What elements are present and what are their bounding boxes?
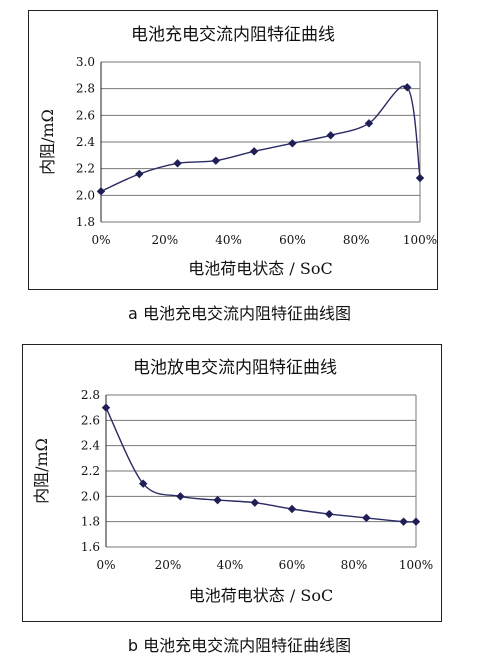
data-point-marker bbox=[399, 517, 408, 526]
x-tick-label: 80% bbox=[341, 558, 368, 572]
data-point-marker bbox=[101, 403, 111, 412]
x-tick-label: 60% bbox=[279, 558, 306, 572]
y-tick-label: 3.0 bbox=[76, 55, 95, 69]
y-tick-label: 2.0 bbox=[76, 188, 95, 202]
chart-panel-a: 电池充电交流内阻特征曲线 1.8 2.0 2.2 2.4 2.6 2.8 3.0 0% 20% 40… bbox=[28, 10, 438, 290]
data-point-marker bbox=[364, 119, 374, 128]
x-tick-label: 20% bbox=[155, 558, 182, 572]
y-tick-label: 2.4 bbox=[76, 135, 95, 149]
x-tick-label: 100% bbox=[403, 233, 437, 247]
y-tick-label: 2.2 bbox=[81, 464, 100, 478]
x-tick-label: 100% bbox=[399, 558, 433, 572]
data-point-marker bbox=[326, 131, 335, 140]
data-point-marker bbox=[287, 504, 297, 514]
y-tick-label: 1.6 bbox=[81, 540, 100, 554]
chart-title: 电池放电交流内阻特征曲线 bbox=[133, 358, 337, 378]
charge-resistance-chart: 电池充电交流内阻特征曲线 1.8 2.0 2.2 2.4 2.6 2.8 3.0 0% 20% 40… bbox=[38, 25, 437, 278]
data-point-marker bbox=[249, 147, 259, 156]
y-tick-label: 2.8 bbox=[81, 388, 100, 402]
data-point-marker bbox=[176, 492, 185, 501]
x-tick-label: 20% bbox=[151, 233, 178, 247]
y-tick-label: 1.8 bbox=[76, 215, 95, 229]
data-point-marker bbox=[325, 509, 334, 519]
x-tick-label: 0% bbox=[91, 233, 110, 247]
data-point-marker bbox=[403, 83, 412, 92]
y-tick-label: 2.8 bbox=[76, 82, 95, 96]
figure-caption-b: b 电池充电交流内阻特征曲线图 bbox=[127, 636, 352, 655]
series-line bbox=[105, 407, 417, 523]
data-point-marker bbox=[213, 495, 222, 505]
y-tick-label: 2.2 bbox=[76, 162, 95, 176]
data-point-marker bbox=[362, 513, 371, 523]
y-tick-label: 1.8 bbox=[81, 515, 100, 529]
data-point-marker bbox=[173, 159, 182, 168]
x-tick-label: 0% bbox=[96, 558, 115, 572]
y-tick-label: 2.6 bbox=[76, 108, 95, 122]
y-axis-label: 内阻/mΩ bbox=[38, 109, 57, 175]
x-tick-label: 60% bbox=[279, 233, 306, 247]
x-tick-label: 40% bbox=[217, 558, 244, 572]
figure-caption-a: a 电池充电交流内阻特征曲线图 bbox=[128, 304, 351, 323]
y-tick-label: 2.4 bbox=[81, 439, 100, 453]
series-line bbox=[100, 85, 421, 192]
chart-panel-b: 电池放电交流内阻特征曲线 1.6 1.8 2.0 2.2 2.4 2.6 2.8 0% 20% 40… bbox=[22, 344, 442, 622]
x-axis-label: 电池荷电状态 / SoC bbox=[188, 259, 332, 278]
data-point-marker bbox=[415, 173, 425, 183]
y-tick-label: 2.0 bbox=[81, 489, 100, 503]
x-tick-label: 80% bbox=[343, 233, 370, 247]
data-point-marker bbox=[250, 498, 259, 507]
data-point-marker bbox=[139, 479, 148, 488]
x-axis-label: 电池荷电状态 / SoC bbox=[189, 586, 333, 605]
data-point-marker bbox=[211, 156, 221, 165]
data-point-marker bbox=[96, 187, 106, 196]
data-point-marker bbox=[411, 517, 421, 526]
chart-title: 电池充电交流内阻特征曲线 bbox=[131, 25, 335, 45]
discharge-resistance-chart: 电池放电交流内阻特征曲线 1.6 1.8 2.0 2.2 2.4 2.6 2.8 0% 20% 40… bbox=[32, 358, 433, 605]
y-axis-label: 内阻/mΩ bbox=[32, 438, 51, 504]
data-point-marker bbox=[288, 139, 297, 148]
data-point-marker bbox=[135, 169, 144, 179]
y-tick-label: 2.6 bbox=[81, 413, 100, 427]
x-tick-label: 40% bbox=[215, 233, 242, 247]
